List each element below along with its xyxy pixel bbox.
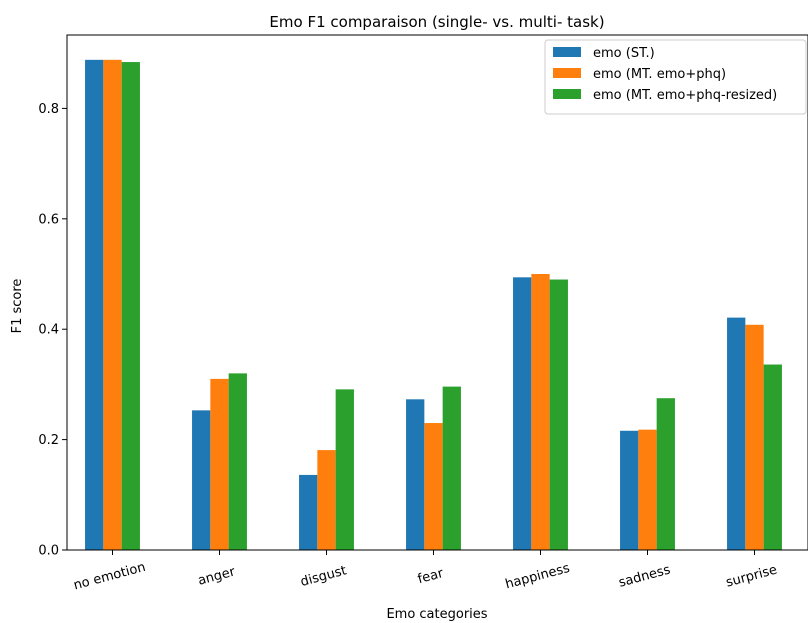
legend: emo (ST.) emo (MT. emo+phq) emo (MT. emo+p… <box>544 39 807 115</box>
legend-swatch <box>553 89 581 99</box>
x-tick-label: fear <box>416 566 446 587</box>
legend-swatch <box>553 68 581 78</box>
y-tick-label: 0.8 <box>38 102 59 117</box>
bar-surprise-series-3 <box>763 364 782 550</box>
legend-box <box>544 39 807 115</box>
bar-disgust-series-2 <box>317 450 336 550</box>
x-tick-label: anger <box>196 564 237 588</box>
bar-disgust-series-3 <box>335 389 354 550</box>
bar-happiness-series-1 <box>513 277 532 550</box>
bar-disgust-series-1 <box>299 474 318 550</box>
y-tick-label: 0.4 <box>38 323 59 338</box>
x-axis-label: Emo categories <box>386 607 487 622</box>
legend-label: emo (ST.) <box>593 46 655 61</box>
legend-label: emo (MT. emo+phq-resized) <box>593 88 777 103</box>
x-tick-label: disgust <box>299 563 348 590</box>
x-tick-label: sadness <box>617 562 672 590</box>
bar-no-emotion-series-2 <box>103 59 122 551</box>
bar-fear-series-3 <box>442 386 461 550</box>
y-ticks-group: 0.0 0.2 0.4 0.6 0.8 <box>38 102 67 559</box>
x-tick-label: no emotion <box>72 560 147 594</box>
bars-group <box>85 59 782 551</box>
bar-happiness-series-3 <box>549 279 568 550</box>
bar-sadness-series-2 <box>638 429 657 550</box>
bar-surprise-series-2 <box>745 324 764 550</box>
x-tick-label: surprise <box>724 563 778 591</box>
chart-title: Emo F1 comparaison (single- vs. multi- t… <box>269 13 604 31</box>
bar-fear-series-2 <box>424 423 443 550</box>
y-tick-label: 0.2 <box>38 433 59 448</box>
legend-label: emo (MT. emo+phq) <box>593 67 726 82</box>
x-tick-label: happiness <box>504 561 572 593</box>
bar-no-emotion-series-1 <box>85 59 104 551</box>
bar-fear-series-1 <box>406 399 425 550</box>
bar-surprise-series-1 <box>727 317 746 550</box>
bar-anger-series-1 <box>192 410 211 550</box>
plot-frame <box>66 34 808 551</box>
bar-sadness-series-1 <box>620 430 639 550</box>
y-tick-label: 0.6 <box>38 212 59 227</box>
bar-no-emotion-series-3 <box>121 62 140 551</box>
bar-sadness-series-3 <box>656 398 675 550</box>
y-axis-label: F1 score <box>10 279 25 334</box>
bar-anger-series-3 <box>228 373 247 550</box>
legend-swatch <box>553 47 581 57</box>
y-tick-label: 0.0 <box>38 544 59 559</box>
bar-happiness-series-2 <box>531 274 550 550</box>
x-ticks-group: no emotion anger disgust fear happiness sadne… <box>72 550 779 593</box>
bar-anger-series-2 <box>210 378 229 550</box>
